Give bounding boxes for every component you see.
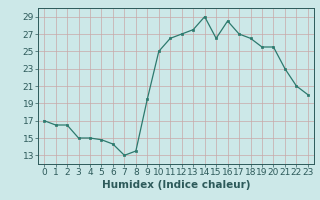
X-axis label: Humidex (Indice chaleur): Humidex (Indice chaleur) [102,180,250,190]
